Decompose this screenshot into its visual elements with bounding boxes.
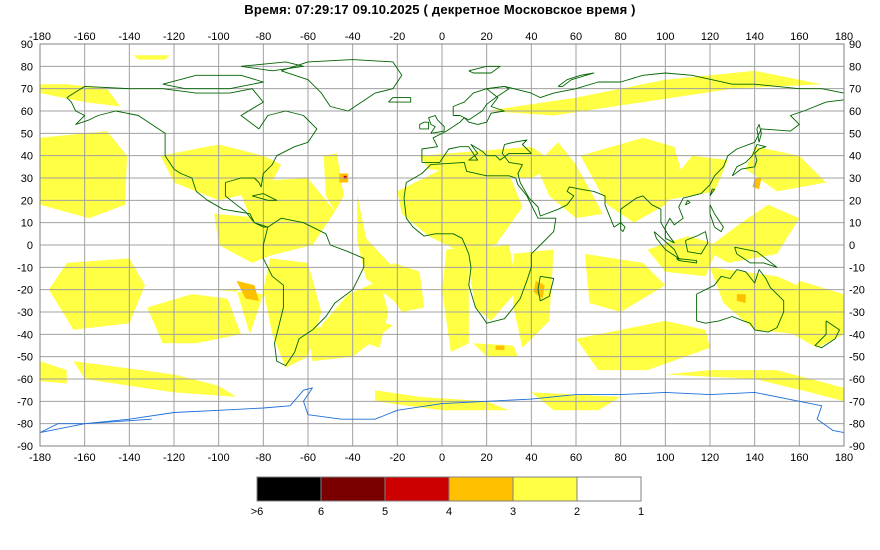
lat-tick-left: 90 [21, 39, 33, 51]
lon-tick-bottom: -140 [118, 452, 140, 464]
map-title: Время: 07:29:17 09.10.2025 ( декретное М… [244, 2, 636, 17]
lon-tick-top: -60 [300, 31, 316, 43]
map-grid [40, 44, 844, 446]
legend-swatch [320, 476, 386, 502]
legend-label: 6 [318, 506, 324, 518]
lat-tick-right: -80 [849, 419, 865, 431]
legend-swatch [256, 476, 322, 502]
lat-tick-right: -40 [849, 329, 865, 341]
lon-tick-bottom: 0 [439, 452, 445, 464]
lon-tick-bottom: 60 [570, 452, 582, 464]
lon-tick-top: -140 [118, 31, 140, 43]
lon-tick-top: 20 [481, 31, 493, 43]
lat-tick-left: 30 [21, 173, 33, 185]
coastlines [39, 59, 845, 434]
legend-swatch [576, 476, 642, 502]
lon-tick-top: -80 [255, 31, 271, 43]
lat-tick-right: -10 [849, 262, 865, 274]
lat-tick-left: -90 [17, 441, 33, 453]
lon-tick-bottom: -60 [300, 452, 316, 464]
lat-tick-left: -50 [17, 352, 33, 364]
lat-tick-right: -90 [849, 441, 865, 453]
lat-tick-right: -50 [849, 352, 865, 364]
lat-tick-right: 80 [849, 61, 861, 73]
lat-tick-left: -70 [17, 396, 33, 408]
lon-tick-top: 160 [790, 31, 808, 43]
legend-label: >6 [251, 506, 264, 518]
lon-tick-bottom: 180 [835, 452, 853, 464]
lon-tick-bottom: 120 [701, 452, 719, 464]
lat-tick-left: 50 [21, 128, 33, 140]
legend-swatch [448, 476, 514, 502]
legend-label: 4 [446, 506, 452, 518]
legend-swatch [384, 476, 450, 502]
lat-tick-left: 40 [21, 151, 33, 163]
lon-tick-bottom: -20 [389, 452, 405, 464]
lon-tick-bottom: 140 [745, 452, 763, 464]
lon-tick-bottom: 40 [525, 452, 537, 464]
lon-tick-top: 0 [439, 31, 445, 43]
lon-tick-top: -180 [29, 31, 51, 43]
lat-tick-right: 40 [849, 151, 861, 163]
lon-tick-top: 60 [570, 31, 582, 43]
lon-tick-top: 40 [525, 31, 537, 43]
lon-tick-top: -40 [345, 31, 361, 43]
lat-tick-right: 90 [849, 39, 861, 51]
lon-tick-top: -20 [389, 31, 405, 43]
lat-tick-right: 50 [849, 128, 861, 140]
lon-tick-bottom: 100 [656, 452, 674, 464]
lon-tick-bottom: -100 [208, 452, 230, 464]
lon-tick-bottom: -40 [345, 452, 361, 464]
lat-tick-right: -30 [849, 307, 865, 319]
lat-tick-left: 80 [21, 61, 33, 73]
lon-tick-bottom: -80 [255, 452, 271, 464]
legend: >6 6 5 4 3 2 1 [251, 476, 644, 518]
lon-tick-top: -120 [163, 31, 185, 43]
lon-tick-top: 100 [656, 31, 674, 43]
index-zones [40, 55, 844, 411]
legend-label: 3 [510, 506, 516, 518]
lon-tick-top: -100 [208, 31, 230, 43]
lat-tick-left: 70 [21, 84, 33, 96]
lon-tick-bottom: -160 [74, 452, 96, 464]
lat-tick-left: 0 [27, 240, 33, 252]
lon-tick-top: -160 [74, 31, 96, 43]
lat-tick-right: -70 [849, 396, 865, 408]
lon-tick-bottom: 80 [615, 452, 627, 464]
lat-tick-left: 20 [21, 195, 33, 207]
lat-tick-left: -30 [17, 307, 33, 319]
axis-tick-labels: -180-180-160-160-140-140-120-120-100-100… [17, 31, 865, 464]
lat-tick-left: -40 [17, 329, 33, 341]
lon-tick-bottom: 20 [481, 452, 493, 464]
lat-tick-left: 10 [21, 218, 33, 230]
legend-swatch [512, 476, 578, 502]
lat-tick-right: 20 [849, 195, 861, 207]
lon-tick-bottom: -120 [163, 452, 185, 464]
legend-label: 1 [638, 506, 644, 518]
lat-tick-right: 10 [849, 218, 861, 230]
legend-label: 5 [382, 506, 388, 518]
map-frame [39, 43, 845, 447]
lat-tick-left: -10 [17, 262, 33, 274]
lat-tick-right: -20 [849, 285, 865, 297]
lat-tick-right: 0 [849, 240, 855, 252]
lat-tick-right: -60 [849, 374, 865, 386]
legend-label: 2 [574, 506, 580, 518]
lat-tick-left: -80 [17, 419, 33, 431]
lat-tick-right: 30 [849, 173, 861, 185]
lon-tick-bottom: 160 [790, 452, 808, 464]
lat-tick-left: -60 [17, 374, 33, 386]
lon-tick-top: 140 [745, 31, 763, 43]
lon-tick-top: 180 [835, 31, 853, 43]
lat-tick-left: -20 [17, 285, 33, 297]
lat-tick-right: 60 [849, 106, 861, 118]
lon-tick-top: 120 [701, 31, 719, 43]
lon-tick-top: 80 [615, 31, 627, 43]
lon-tick-bottom: -180 [29, 452, 51, 464]
lat-tick-left: 60 [21, 106, 33, 118]
lat-tick-right: 70 [849, 84, 861, 96]
